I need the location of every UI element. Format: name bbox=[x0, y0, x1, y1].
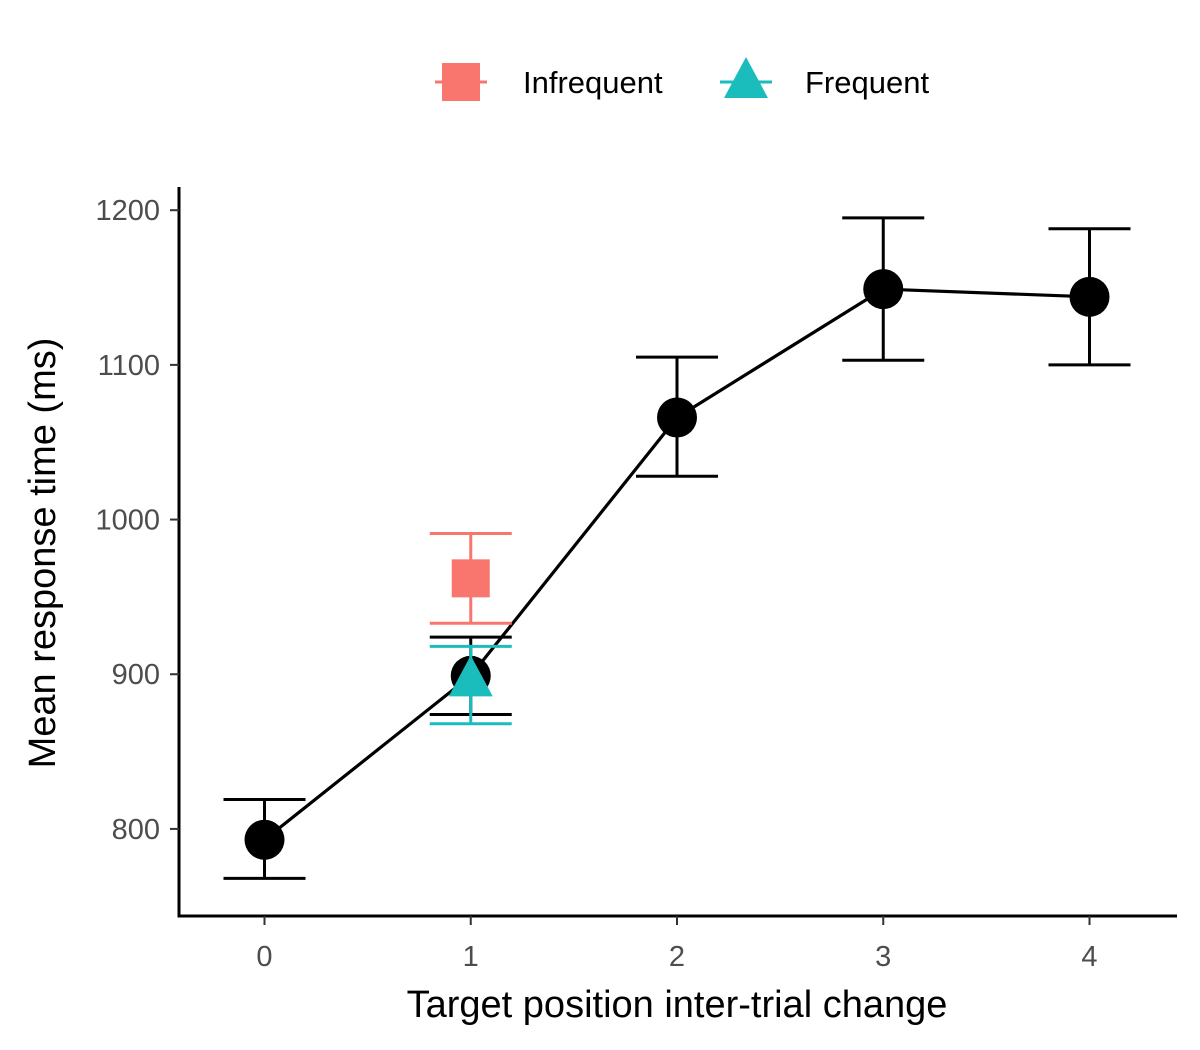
legend: Infrequent Frequent bbox=[435, 57, 929, 101]
legend-label-infrequent: Infrequent bbox=[523, 65, 663, 100]
overall-point-0 bbox=[244, 819, 285, 860]
plot-area bbox=[223, 216, 1131, 880]
overall-point-4 bbox=[1069, 276, 1110, 317]
y-axis-ticks: 800 900 1000 1100 1200 bbox=[95, 195, 179, 846]
legend-key-marker bbox=[442, 63, 480, 101]
y-tick-label: 800 bbox=[112, 814, 160, 846]
x-tick-label: 0 bbox=[256, 941, 272, 973]
y-tick-label: 1100 bbox=[98, 350, 160, 382]
x-tick-label: 1 bbox=[463, 941, 479, 973]
x-tick-label: 2 bbox=[669, 941, 685, 973]
overall-point-3 bbox=[863, 269, 904, 310]
legend-item-frequent: Frequent bbox=[720, 57, 929, 100]
legend-item-infrequent: Infrequent bbox=[435, 63, 663, 101]
y-tick-label: 1200 bbox=[95, 195, 160, 227]
y-tick-label: 900 bbox=[112, 659, 160, 691]
legend-key-frequent bbox=[720, 57, 772, 98]
y-axis-title: Mean response time (ms) bbox=[22, 338, 64, 769]
x-axis-title: Target position inter-trial change bbox=[407, 984, 948, 1026]
legend-label-frequent: Frequent bbox=[805, 65, 929, 100]
x-tick-label: 3 bbox=[875, 941, 891, 973]
overall-point-2 bbox=[657, 397, 697, 438]
infrequent-point-0 bbox=[451, 559, 490, 598]
x-axis-ticks: 0 1 2 3 4 bbox=[256, 916, 1098, 973]
legend-key-infrequent bbox=[435, 63, 487, 101]
y-tick-label: 1000 bbox=[95, 505, 160, 537]
frequent-point-0 bbox=[448, 655, 493, 697]
x-tick-label: 4 bbox=[1081, 941, 1097, 973]
legend-key-marker bbox=[724, 57, 768, 98]
